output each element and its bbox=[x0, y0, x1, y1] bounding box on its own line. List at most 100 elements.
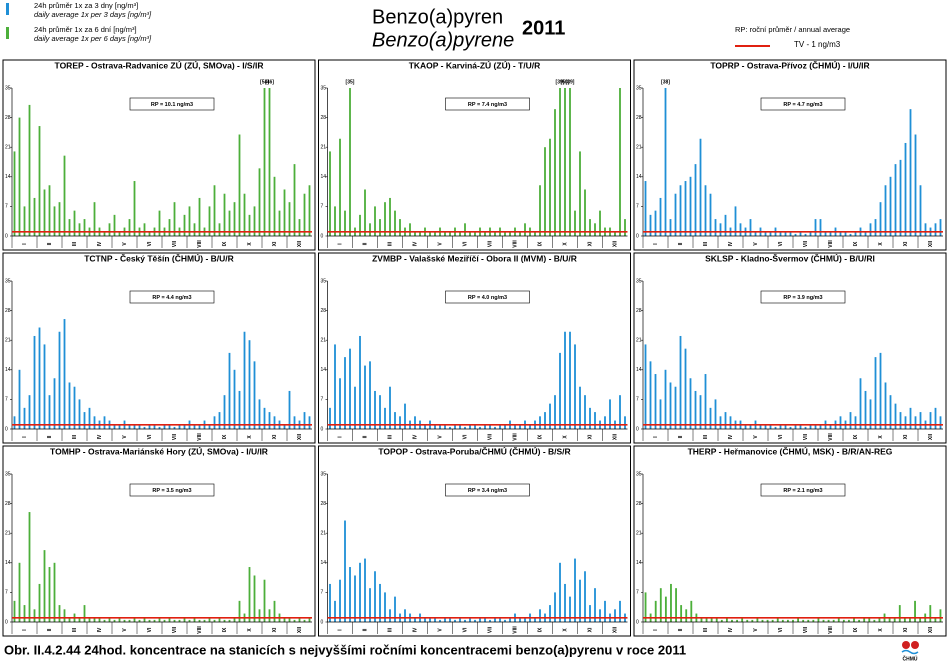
bar bbox=[449, 617, 451, 622]
annotation-box bbox=[445, 97, 530, 111]
bar bbox=[374, 390, 376, 429]
x-tick-label: IV bbox=[97, 434, 103, 439]
bar bbox=[283, 424, 286, 429]
bars bbox=[13, 512, 311, 622]
x-tick-label: I bbox=[653, 629, 659, 631]
x-tick-label: X bbox=[247, 435, 253, 439]
bar bbox=[233, 369, 236, 429]
bar bbox=[359, 562, 361, 622]
x-tick-label: I bbox=[653, 243, 659, 245]
bar bbox=[138, 424, 141, 429]
bar bbox=[459, 617, 461, 622]
bar bbox=[364, 189, 366, 236]
bar bbox=[709, 407, 712, 429]
x-tick-label: I bbox=[653, 436, 659, 438]
x-tick-label: II bbox=[678, 242, 684, 245]
bar bbox=[724, 214, 727, 236]
bar bbox=[424, 617, 426, 622]
bar bbox=[344, 520, 346, 622]
bar bbox=[903, 617, 906, 622]
bar bbox=[193, 223, 196, 236]
annotation-box bbox=[129, 483, 215, 497]
bar bbox=[168, 219, 171, 236]
bar bbox=[223, 619, 226, 622]
bar bbox=[303, 412, 306, 429]
bar bbox=[771, 619, 774, 622]
bar bbox=[594, 412, 596, 429]
x-tick-label: VIII bbox=[197, 433, 203, 441]
bar bbox=[879, 202, 882, 236]
bar bbox=[894, 164, 897, 236]
bar bbox=[474, 424, 476, 429]
bar bbox=[13, 416, 16, 429]
bar bbox=[914, 134, 917, 236]
bar bbox=[459, 231, 461, 236]
bar bbox=[183, 617, 186, 622]
bar bbox=[574, 210, 576, 236]
bar bbox=[218, 412, 221, 429]
bar bbox=[444, 424, 446, 429]
bar bbox=[764, 424, 767, 429]
bar bbox=[288, 390, 291, 429]
bar bbox=[792, 619, 794, 622]
bar bbox=[273, 176, 276, 236]
bar bbox=[399, 219, 401, 236]
bar bbox=[18, 117, 21, 236]
bar bbox=[884, 185, 887, 236]
bar bbox=[298, 617, 301, 622]
y-tick-label: 0 bbox=[636, 619, 639, 625]
bar bbox=[308, 416, 311, 429]
bar bbox=[714, 399, 717, 429]
y-tick-label: 21 bbox=[5, 145, 11, 151]
value-label: [46] bbox=[265, 79, 274, 85]
bar bbox=[904, 142, 907, 236]
bar bbox=[268, 609, 271, 622]
x-tick-label: IV bbox=[728, 241, 734, 246]
bar bbox=[534, 231, 536, 236]
x-tick-label: XI bbox=[587, 627, 593, 632]
x-tick-label: X bbox=[562, 242, 568, 246]
y-tick-label: 21 bbox=[321, 338, 327, 344]
x-tick-label: II bbox=[47, 242, 53, 245]
y-tick-label: 7 bbox=[5, 397, 8, 403]
y-tick-label: 21 bbox=[5, 531, 11, 537]
bar bbox=[389, 386, 391, 429]
bar bbox=[524, 223, 526, 236]
y-tick-label: 0 bbox=[5, 619, 8, 625]
bar bbox=[680, 605, 683, 622]
bar bbox=[519, 617, 521, 622]
bar bbox=[854, 231, 857, 236]
bar bbox=[649, 214, 652, 236]
bar bbox=[894, 403, 897, 429]
bar bbox=[939, 609, 942, 622]
y-tick-label: 7 bbox=[636, 204, 639, 210]
y-tick-label: 21 bbox=[636, 145, 642, 151]
bar bbox=[594, 223, 596, 236]
bar bbox=[23, 206, 26, 236]
bar bbox=[153, 424, 156, 429]
bar bbox=[781, 619, 784, 622]
bar bbox=[589, 407, 591, 429]
bar bbox=[464, 426, 466, 429]
bar bbox=[183, 424, 186, 429]
bar bbox=[864, 390, 867, 429]
x-tick-label: XII bbox=[928, 626, 934, 633]
bar bbox=[223, 395, 226, 429]
bar bbox=[564, 331, 566, 429]
bar bbox=[829, 231, 832, 236]
x-tick-label: XII bbox=[928, 433, 934, 440]
bar bbox=[248, 340, 251, 429]
x-tick-label: XII bbox=[612, 240, 618, 247]
bar bbox=[113, 424, 116, 429]
y-tick-label: 28 bbox=[5, 501, 11, 507]
annotation-box bbox=[445, 290, 530, 304]
bar bbox=[203, 619, 206, 622]
x-tick-label: IV bbox=[97, 241, 103, 246]
bar bbox=[679, 335, 682, 429]
panel-frame bbox=[633, 59, 947, 251]
panel-frame bbox=[318, 252, 631, 444]
x-tick-label: VI bbox=[462, 434, 468, 439]
bar bbox=[878, 617, 881, 622]
bar bbox=[329, 583, 331, 622]
y-tick-label: 35 bbox=[636, 85, 642, 91]
